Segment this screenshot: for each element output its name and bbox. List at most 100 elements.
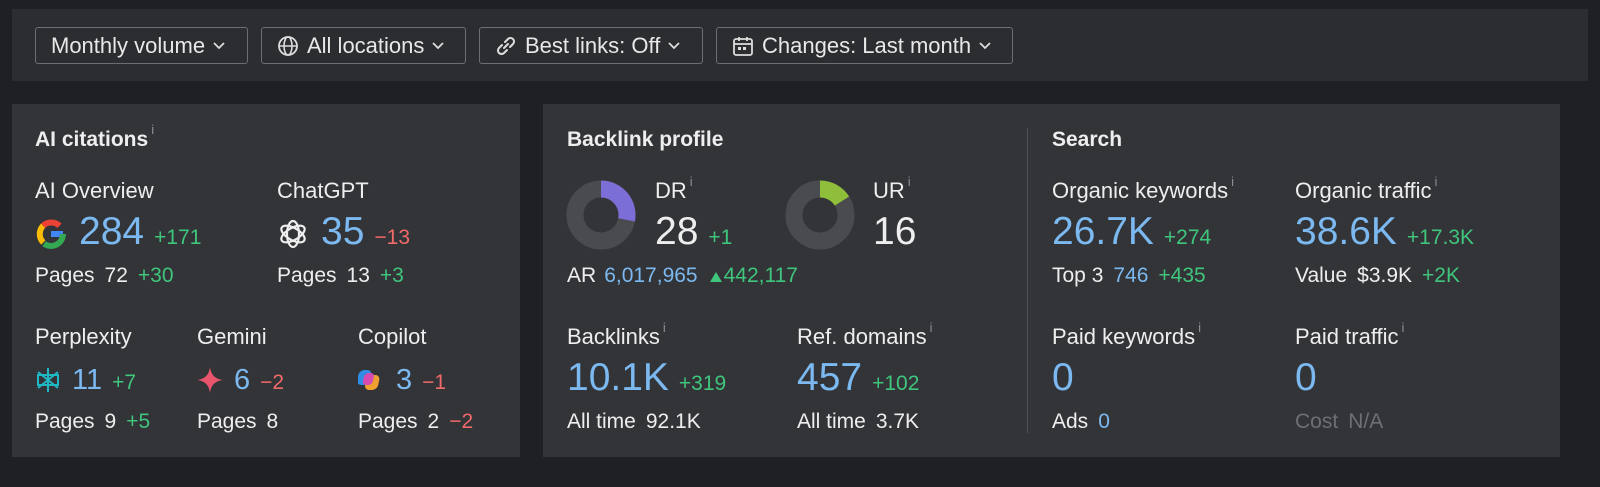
chevron bbox=[213, 41, 225, 49]
citation-count: 284 bbox=[79, 210, 145, 253]
sub-value: 0 bbox=[1098, 410, 1110, 433]
ar-value: 6,017,965 bbox=[604, 264, 698, 287]
citation-change: +7 bbox=[112, 371, 137, 394]
filter-button[interactable]: Changes: Last month bbox=[716, 27, 1013, 64]
pages-change: +3 bbox=[379, 264, 404, 287]
toolbar bbox=[12, 9, 1588, 81]
globe-icon bbox=[278, 35, 298, 56]
citation-change: −2 bbox=[260, 371, 285, 394]
filter-label: Best links: Off bbox=[525, 32, 661, 58]
filter-label: Changes: Last month bbox=[762, 32, 972, 58]
pages-value: 2 bbox=[427, 410, 440, 433]
info-mark: i bbox=[689, 174, 693, 189]
sub-label: All time bbox=[567, 410, 636, 433]
source-name: ChatGPT bbox=[277, 178, 369, 203]
metric-change: +1 bbox=[708, 226, 733, 249]
info-mark: i bbox=[662, 320, 666, 335]
info-mark: i bbox=[1231, 174, 1234, 189]
card-title: AI citations bbox=[35, 128, 149, 151]
pages-label: Pages bbox=[35, 410, 95, 433]
metric-label: Backlinks bbox=[567, 324, 660, 349]
info-mark: i bbox=[907, 174, 911, 189]
gemini-icon bbox=[197, 367, 223, 393]
citation-change: −13 bbox=[374, 226, 411, 249]
sub-label: Value bbox=[1295, 264, 1348, 287]
sub-label: Cost bbox=[1295, 410, 1339, 433]
sub-value: 3.7K bbox=[875, 410, 920, 433]
chevron bbox=[979, 41, 991, 49]
ur-gauge bbox=[785, 180, 855, 250]
card-title: Backlink profile bbox=[567, 128, 724, 151]
metric-value: 457 bbox=[797, 356, 863, 399]
sub-label: Top 3 bbox=[1052, 264, 1104, 287]
pages-change: −2 bbox=[449, 410, 474, 433]
metric-label: DR bbox=[655, 178, 687, 203]
ar-change: 442,117 bbox=[723, 264, 798, 287]
metric-change: +319 bbox=[678, 372, 727, 395]
ar-label: AR bbox=[567, 264, 597, 287]
card-title: Search bbox=[1052, 128, 1123, 151]
sub-value: N/A bbox=[1348, 410, 1384, 433]
metric-change: +102 bbox=[872, 372, 920, 395]
pages-label: Pages bbox=[35, 264, 95, 287]
metric-label: Paid keywords bbox=[1052, 324, 1196, 349]
sub-value: $3.9K bbox=[1357, 264, 1413, 287]
ai-citations-card bbox=[12, 104, 520, 457]
citation-change: −1 bbox=[422, 371, 447, 394]
metric-label: Organic keywords bbox=[1052, 178, 1229, 203]
filter-button[interactable]: Monthly volume bbox=[35, 27, 248, 64]
link-icon bbox=[496, 36, 516, 55]
metric-label: Paid traffic bbox=[1295, 324, 1399, 349]
metric-label: Ref. domains bbox=[797, 324, 927, 349]
pages-change: +30 bbox=[137, 264, 174, 287]
sub-change: +435 bbox=[1158, 264, 1206, 287]
metric-value: 0 bbox=[1052, 356, 1074, 399]
pages-label: Pages bbox=[197, 410, 257, 433]
metric-value: 0 bbox=[1295, 356, 1317, 399]
chatgpt-icon bbox=[280, 219, 306, 249]
chevron bbox=[432, 41, 445, 49]
dr-gauge bbox=[566, 180, 636, 250]
pages-label: Pages bbox=[277, 264, 337, 287]
sub-value: 746 bbox=[1113, 264, 1149, 287]
filter-button[interactable]: All locations bbox=[261, 27, 466, 64]
google-icon bbox=[36, 219, 66, 249]
sub-label: All time bbox=[797, 410, 866, 433]
metric-value: 10.1K bbox=[567, 356, 669, 399]
info-mark: i bbox=[1434, 174, 1438, 189]
citation-count: 3 bbox=[396, 364, 413, 396]
filter-button[interactable]: Best links: Off bbox=[479, 27, 703, 64]
metric-change: +274 bbox=[1163, 226, 1212, 249]
calendar-icon bbox=[733, 36, 753, 56]
filter-label: All locations bbox=[307, 32, 425, 58]
copilot-icon bbox=[358, 370, 380, 390]
pages-label: Pages bbox=[358, 410, 418, 433]
citation-change: +171 bbox=[154, 226, 202, 249]
source-name: Copilot bbox=[358, 324, 427, 349]
info-mark: i bbox=[929, 320, 933, 335]
info-mark: i bbox=[1401, 320, 1405, 335]
pages-value: 8 bbox=[266, 410, 279, 433]
source-name: Gemini bbox=[197, 324, 267, 349]
metric-value: 26.7K bbox=[1052, 210, 1154, 253]
sub-value: 92.1K bbox=[645, 410, 701, 433]
metric-change: +17.3K bbox=[1406, 226, 1475, 249]
metric-value: 28 bbox=[655, 210, 699, 253]
metric-label: Organic traffic bbox=[1295, 178, 1432, 203]
source-name: AI Overview bbox=[35, 178, 154, 203]
citation-count: 35 bbox=[321, 210, 365, 253]
citation-count: 11 bbox=[72, 364, 103, 396]
gauge-arc bbox=[819, 180, 850, 207]
divider bbox=[1027, 128, 1028, 433]
sub-label: Ads bbox=[1052, 410, 1089, 433]
info-mark: i bbox=[1198, 320, 1201, 335]
pages-change: +5 bbox=[126, 410, 151, 433]
sub-change: +2K bbox=[1422, 264, 1460, 287]
perplexity-icon bbox=[37, 368, 59, 392]
pages-value: 72 bbox=[104, 264, 128, 287]
chevron bbox=[668, 41, 680, 49]
filter-label: Monthly volume bbox=[51, 32, 206, 58]
up-arrow bbox=[709, 272, 722, 282]
metric-value: 16 bbox=[873, 210, 917, 253]
